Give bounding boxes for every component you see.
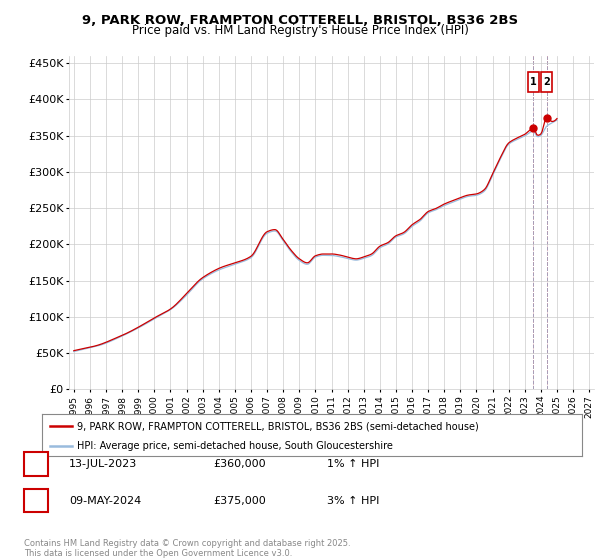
Text: 1% ↑ HPI: 1% ↑ HPI xyxy=(327,459,379,469)
Text: £375,000: £375,000 xyxy=(213,496,266,506)
Text: 1: 1 xyxy=(32,458,40,471)
Text: 13-JUL-2023: 13-JUL-2023 xyxy=(69,459,137,469)
Text: Contains HM Land Registry data © Crown copyright and database right 2025.
This d: Contains HM Land Registry data © Crown c… xyxy=(24,539,350,558)
Text: 3% ↑ HPI: 3% ↑ HPI xyxy=(327,496,379,506)
Text: Price paid vs. HM Land Registry's House Price Index (HPI): Price paid vs. HM Land Registry's House … xyxy=(131,24,469,37)
Text: HPI: Average price, semi-detached house, South Gloucestershire: HPI: Average price, semi-detached house,… xyxy=(77,441,393,451)
FancyBboxPatch shape xyxy=(528,72,539,92)
Text: 1: 1 xyxy=(530,77,537,87)
Text: 9, PARK ROW, FRAMPTON COTTERELL, BRISTOL, BS36 2BS (semi-detached house): 9, PARK ROW, FRAMPTON COTTERELL, BRISTOL… xyxy=(77,421,479,431)
Text: 2: 2 xyxy=(32,494,40,507)
Text: 2: 2 xyxy=(543,77,550,87)
Text: £360,000: £360,000 xyxy=(213,459,266,469)
Text: 09-MAY-2024: 09-MAY-2024 xyxy=(69,496,141,506)
Text: 9, PARK ROW, FRAMPTON COTTERELL, BRISTOL, BS36 2BS: 9, PARK ROW, FRAMPTON COTTERELL, BRISTOL… xyxy=(82,14,518,27)
FancyBboxPatch shape xyxy=(541,72,552,92)
